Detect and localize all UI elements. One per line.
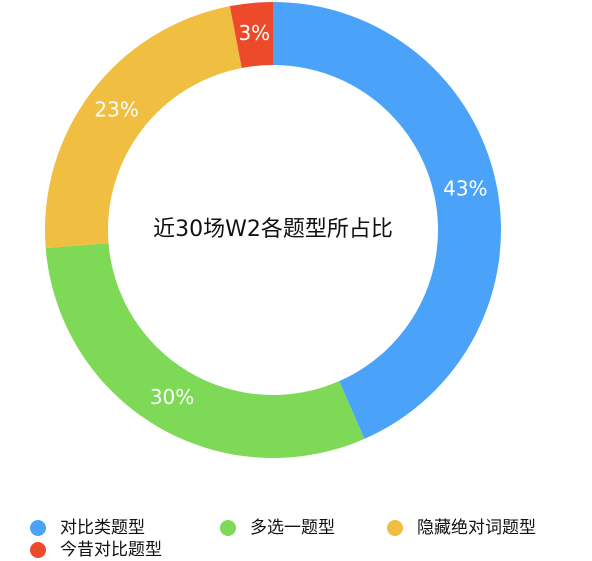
legend-marker [220,520,236,536]
value-label: 3% [238,21,270,45]
legend-marker [387,520,403,536]
donut-segment [45,6,242,249]
legend-label: 多选一题型 [250,518,335,538]
legend-label: 对比类题型 [60,518,145,538]
value-label: 43% [443,176,487,200]
donut-segment [273,2,502,439]
value-label: 30% [150,385,194,409]
legend-label: 隐藏绝对词题型 [417,518,536,538]
legend-label: 今昔对比题型 [60,540,162,560]
legend-marker [30,542,46,558]
chart-title: 近30场W2各题型所占比 [153,217,393,242]
donut-segment [45,243,365,458]
value-label: 23% [94,97,138,121]
legend-marker [30,520,46,536]
donut-segment [229,2,273,68]
